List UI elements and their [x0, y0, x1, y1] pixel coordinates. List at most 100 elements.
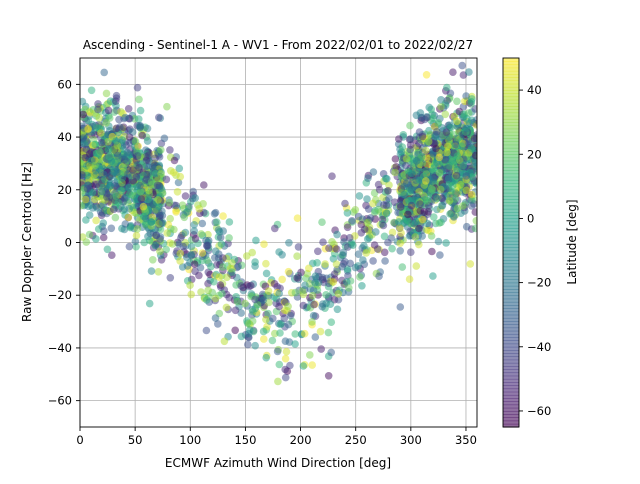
colorbar-segment [503, 308, 519, 313]
scatter-point [124, 213, 133, 222]
scatter-point [182, 253, 191, 261]
colorbar-segment [503, 186, 519, 191]
scatter-point [278, 275, 287, 284]
colorbar-segment [503, 324, 519, 329]
scatter-point [183, 208, 191, 216]
scatter-point [165, 198, 174, 207]
scatter-point [269, 314, 277, 323]
colorbar-segment [503, 179, 519, 184]
scatter-point [220, 337, 229, 346]
colorbar-segment [503, 253, 519, 258]
scatter-point [466, 260, 475, 268]
scatter-point [314, 247, 322, 256]
scatter-point [106, 97, 115, 105]
scatter-point [422, 146, 430, 155]
colorbar-segment [503, 240, 519, 245]
scatter-point [112, 97, 120, 105]
scatter-point [345, 284, 353, 292]
colorbar-segment [503, 221, 519, 226]
scatter-point [262, 269, 271, 278]
scatter-point [339, 248, 348, 257]
colorbar-segment [503, 353, 519, 358]
colorbar-segment [503, 99, 519, 104]
scatter-point [299, 301, 308, 310]
scatter-point [349, 241, 357, 249]
scatter-point [362, 249, 371, 257]
scatter-point [380, 248, 389, 257]
scatter-point [156, 211, 164, 220]
scatter-point [343, 209, 352, 217]
scatter-point [98, 138, 106, 147]
y-tick-label: 20 [57, 183, 72, 197]
colorbar-segment [503, 250, 519, 255]
scatter-point [249, 307, 257, 316]
scatter-point [173, 188, 182, 196]
scatter-points [80, 61, 477, 386]
colorbar-segment [503, 151, 519, 155]
colorbar-tick-label: −20 [527, 276, 551, 290]
x-axis-label: ECMWF Azimuth Wind Direction [deg] [165, 456, 391, 470]
scatter-point [218, 289, 226, 298]
scatter-point [237, 309, 245, 317]
scatter-point [422, 177, 430, 185]
colorbar-segment [503, 401, 519, 406]
colorbar-segment [503, 372, 519, 377]
scatter-point [404, 210, 412, 219]
scatter-point [458, 142, 466, 150]
x-tick-label: 50 [128, 433, 143, 447]
colorbar-segment [503, 394, 519, 399]
scatter-point [83, 184, 92, 193]
scatter-point [80, 134, 87, 142]
colorbar-segment [503, 102, 519, 107]
scatter-point [245, 329, 253, 338]
colorbar-tick-label: 40 [527, 83, 542, 97]
scatter-point [424, 137, 433, 146]
colorbar-label: Latitude [deg] [565, 199, 579, 284]
scatter-point [433, 205, 441, 214]
scatter-point [432, 128, 441, 136]
colorbar-segment [503, 173, 519, 178]
scatter-point [333, 230, 341, 239]
scatter-point [187, 242, 196, 251]
scatter-point [424, 226, 433, 235]
colorbar-segment [503, 125, 519, 130]
scatter-point [248, 248, 256, 257]
colorbar-segment [503, 128, 519, 133]
scatter-point [438, 202, 447, 210]
scatter-point [402, 179, 411, 188]
scatter-point [160, 134, 169, 143]
scatter-point [149, 200, 157, 209]
scatter-point [275, 302, 283, 311]
scatter-point [396, 303, 405, 311]
scatter-point [400, 190, 408, 199]
colorbar-segment [503, 176, 519, 181]
scatter-point [196, 263, 205, 272]
scatter-point [391, 168, 399, 177]
scatter-point [94, 100, 102, 108]
scatter-point [437, 96, 445, 104]
colorbar-tick-label: −60 [527, 404, 551, 418]
scatter-point [355, 192, 364, 200]
scatter-point [168, 240, 177, 248]
scatter-point [187, 290, 195, 299]
scatter-point [251, 341, 259, 350]
scatter-point [166, 274, 175, 282]
scatter-point [80, 201, 86, 210]
scatter-point [120, 205, 129, 213]
scatter-point [441, 156, 449, 164]
scatter-point [151, 154, 159, 163]
scatter-point [114, 198, 122, 207]
colorbar-segment [503, 269, 519, 274]
scatter-point [147, 267, 156, 275]
scatter-point [468, 190, 476, 199]
scatter-point [147, 177, 156, 186]
colorbar-segment [503, 231, 519, 236]
scatter-point [132, 173, 141, 181]
scatter-point [118, 174, 127, 182]
scatter-point [437, 103, 445, 111]
scatter-point [381, 174, 390, 183]
colorbar-segment [503, 218, 519, 223]
scatter-point [396, 239, 405, 247]
scatter-point [343, 278, 351, 286]
